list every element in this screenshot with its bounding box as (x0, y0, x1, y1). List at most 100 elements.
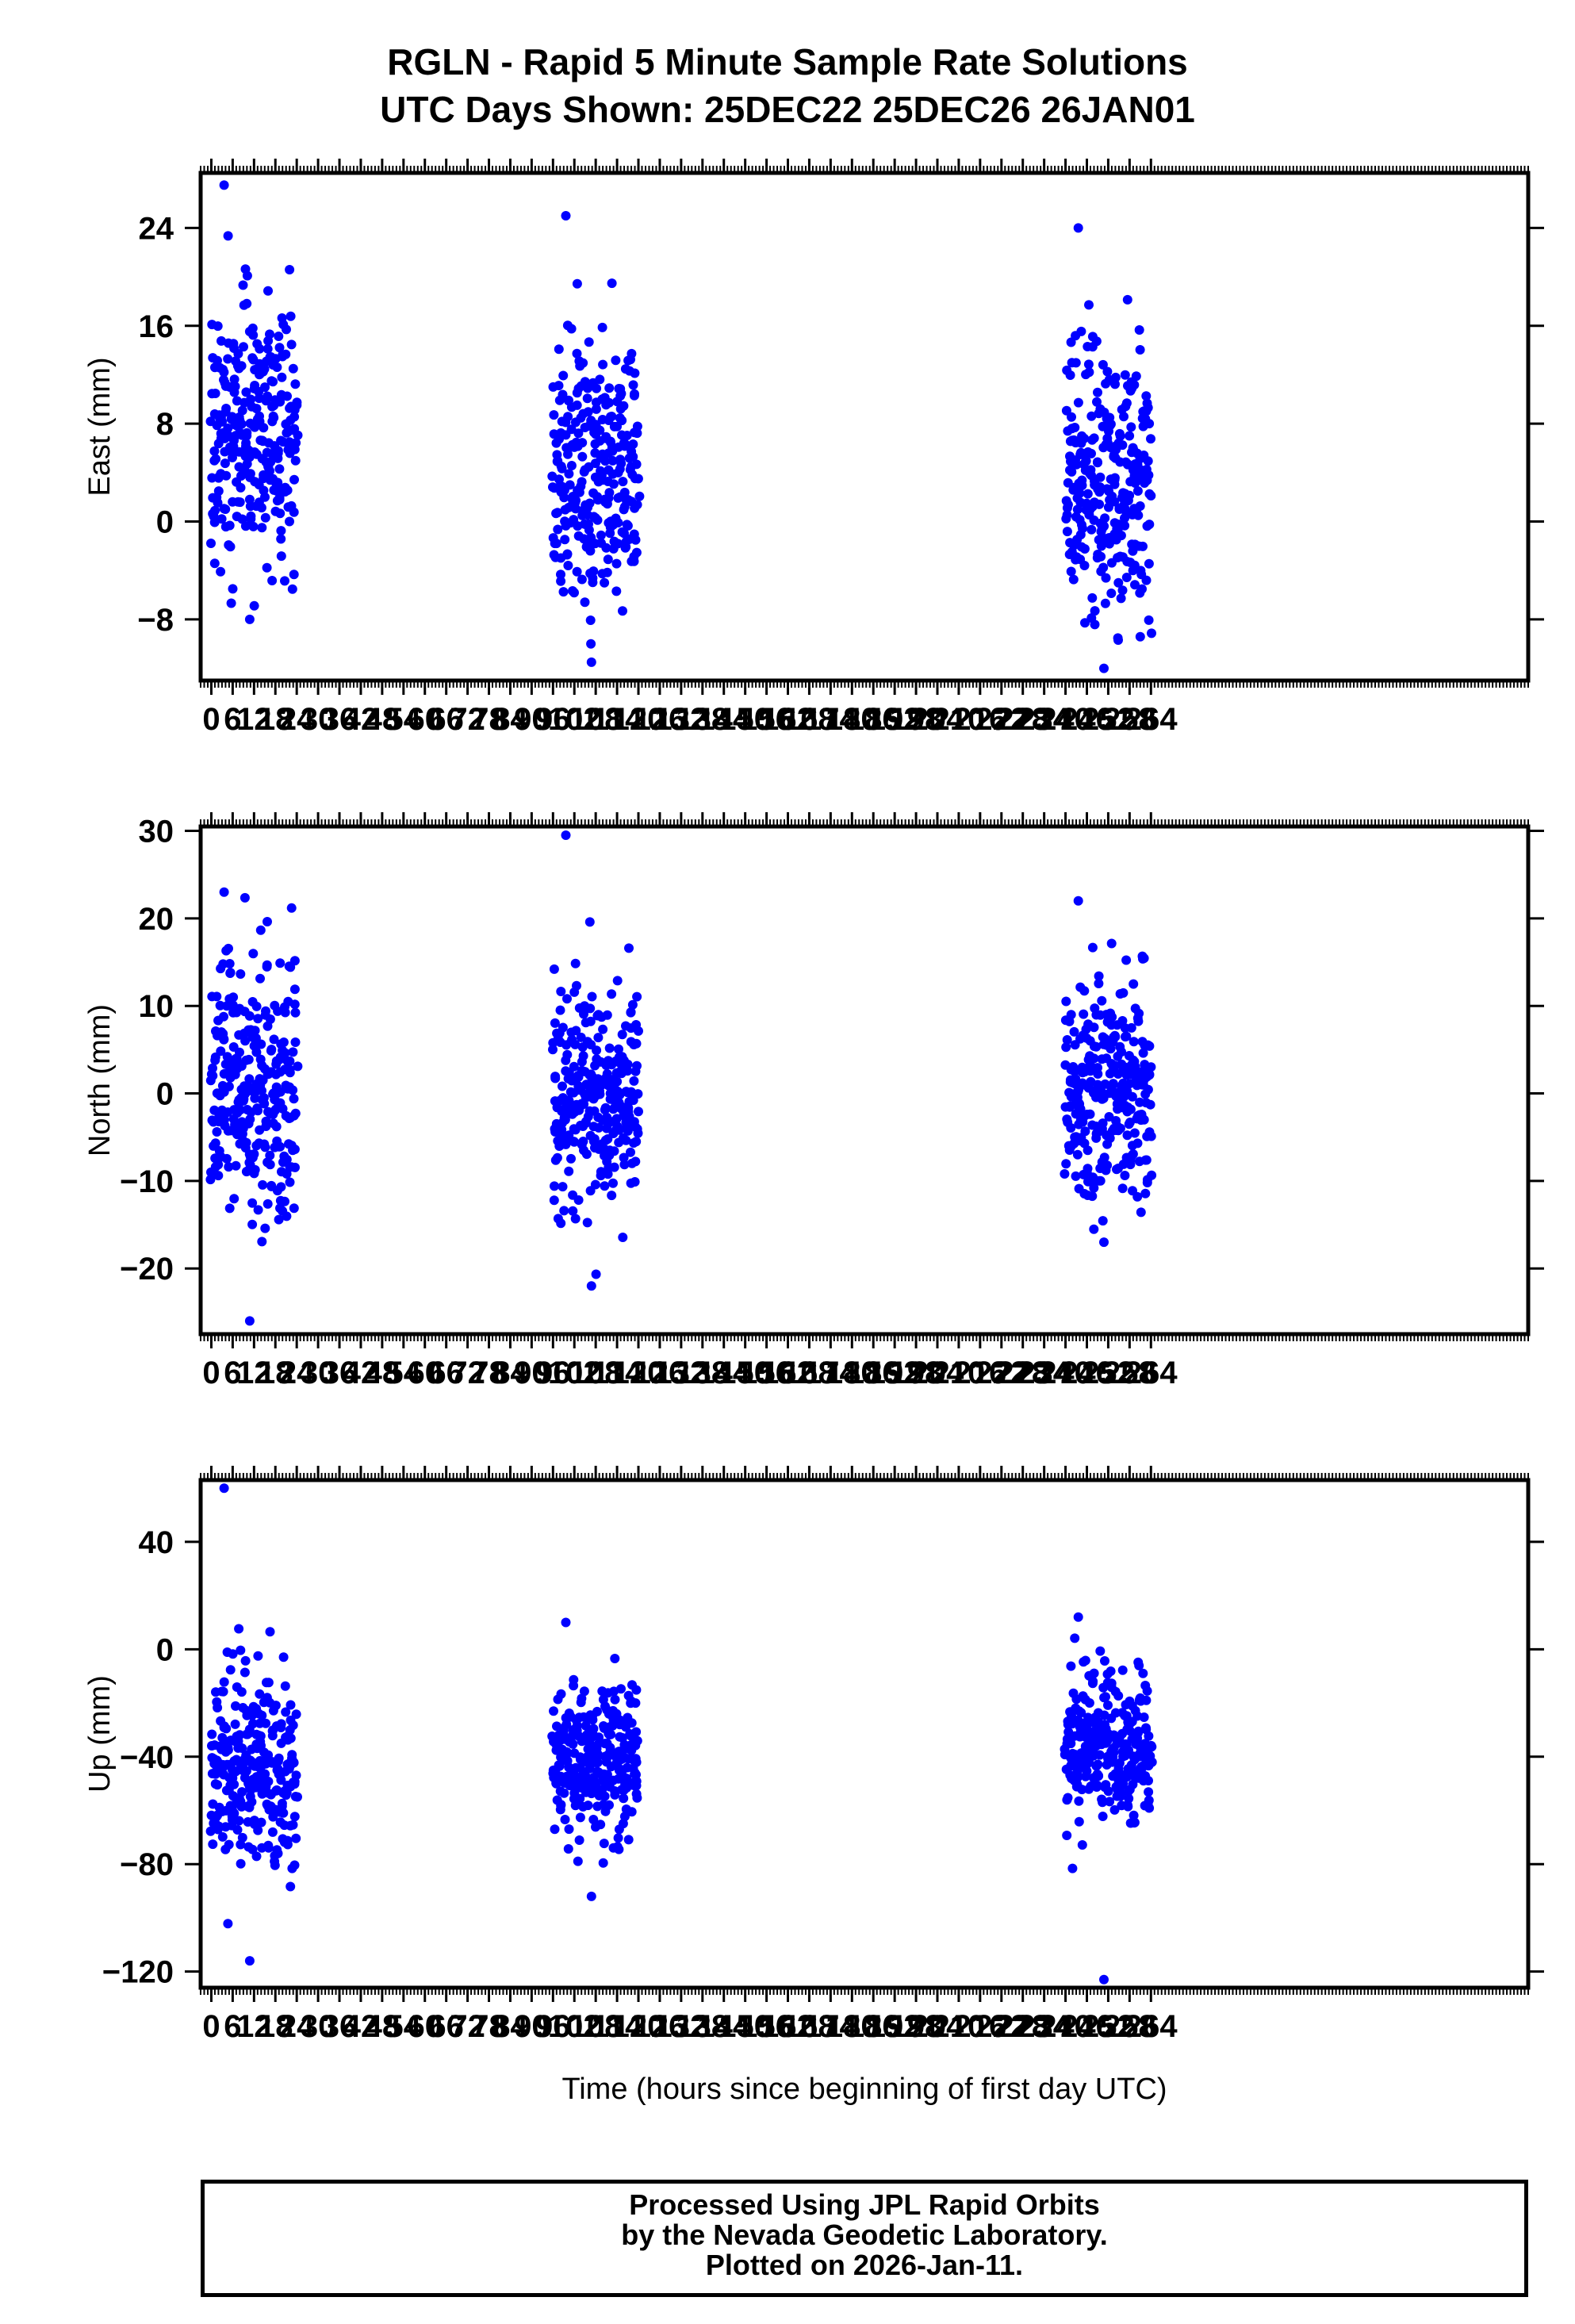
data-point (244, 1074, 255, 1084)
x-tick-label: 156 (740, 2009, 793, 2044)
y-tick-label: −20 (120, 1252, 174, 1287)
x-tick-label: 6 (224, 1356, 241, 1390)
y-tick-label: 0 (156, 1632, 174, 1667)
data-point (563, 412, 573, 422)
data-point (561, 830, 571, 840)
data-point (242, 270, 252, 281)
data-point (1138, 541, 1148, 551)
x-tick-label: 96 (535, 1356, 571, 1390)
x-tick-label: 66 (428, 2009, 464, 2044)
data-point (600, 577, 610, 588)
data-point (260, 1223, 270, 1233)
data-point (274, 493, 285, 503)
data-point (223, 231, 233, 241)
data-point (1065, 370, 1075, 380)
data-point (278, 1652, 289, 1662)
x-tick-label: 210 (933, 702, 986, 737)
x-tick-label: 240 (1039, 2009, 1092, 2044)
data-point (218, 1686, 228, 1697)
data-point (1069, 1026, 1079, 1037)
data-point (586, 639, 596, 649)
x-tick-label: 24 (279, 1356, 315, 1390)
data-point (630, 389, 639, 399)
data-point (247, 1219, 258, 1229)
x-tick-label: 216 (953, 702, 1006, 737)
data-point (281, 349, 291, 359)
x-tick-label: 36 (322, 1356, 358, 1390)
data-point (627, 1718, 637, 1728)
data-point (604, 397, 615, 408)
data-point (1133, 510, 1144, 520)
x-tick-label: 156 (740, 702, 793, 737)
data-point (1075, 1104, 1086, 1114)
data-point (1136, 1207, 1146, 1218)
data-point (1116, 531, 1126, 541)
data-point (562, 1049, 573, 1060)
data-point (272, 362, 282, 372)
data-point (1076, 1708, 1086, 1718)
x-tick-label: 12 (236, 2009, 272, 2044)
data-point (266, 1045, 276, 1056)
data-point (237, 1787, 247, 1797)
data-point (581, 1149, 592, 1160)
data-point (1134, 1008, 1144, 1018)
data-point (240, 892, 250, 903)
data-point (289, 999, 300, 1010)
data-point (614, 1044, 623, 1054)
data-point (626, 1147, 635, 1157)
x-tick-label: 204 (911, 702, 964, 737)
x-tick-label: 144 (697, 2009, 750, 2044)
data-point (253, 1205, 263, 1215)
data-point (1121, 573, 1132, 582)
data-point (565, 480, 575, 490)
data-point (1094, 979, 1104, 988)
x-tick-label: 264 (1125, 702, 1178, 737)
data-point (631, 1776, 642, 1786)
data-point (619, 528, 629, 539)
data-point (575, 1793, 585, 1804)
data-point (285, 1881, 296, 1892)
data-point (257, 523, 267, 533)
data-point (610, 1694, 620, 1705)
data-point (1089, 1183, 1099, 1193)
x-tick-label: 132 (654, 1356, 707, 1390)
data-point (1080, 1771, 1090, 1781)
data-point (631, 1685, 642, 1695)
data-point (1144, 558, 1154, 569)
data-point (582, 393, 592, 404)
data-point (275, 1141, 285, 1152)
data-point (1094, 487, 1105, 497)
data-point (223, 1745, 233, 1755)
data-point (206, 539, 216, 548)
data-point (1121, 398, 1132, 408)
data-point (598, 1858, 608, 1868)
data-point (588, 566, 599, 577)
data-point (623, 520, 633, 531)
x-tick-label: 204 (911, 1356, 964, 1390)
data-point (556, 1800, 566, 1810)
data-point (569, 1137, 579, 1147)
x-tick-label: 6 (224, 2009, 241, 2044)
x-tick-label: 60 (407, 702, 443, 737)
y-axis-label: Up (mm) (83, 1675, 117, 1793)
data-point (1145, 1099, 1155, 1110)
data-point (259, 1093, 269, 1103)
data-point (209, 446, 220, 456)
data-point (586, 1281, 596, 1291)
data-point (566, 324, 577, 334)
data-point (251, 1851, 262, 1862)
x-tick-label: 102 (548, 1356, 601, 1390)
data-point (598, 1694, 608, 1705)
data-point (1096, 551, 1106, 562)
data-point (607, 455, 618, 466)
data-point (263, 1678, 274, 1688)
data-point (1100, 513, 1110, 523)
data-point (213, 1780, 223, 1790)
data-point (224, 959, 235, 968)
data-point (242, 298, 252, 309)
data-point (568, 1739, 578, 1749)
data-point (228, 992, 239, 1003)
data-point (1132, 486, 1143, 496)
data-point (1083, 1164, 1093, 1174)
data-point (285, 1056, 295, 1066)
